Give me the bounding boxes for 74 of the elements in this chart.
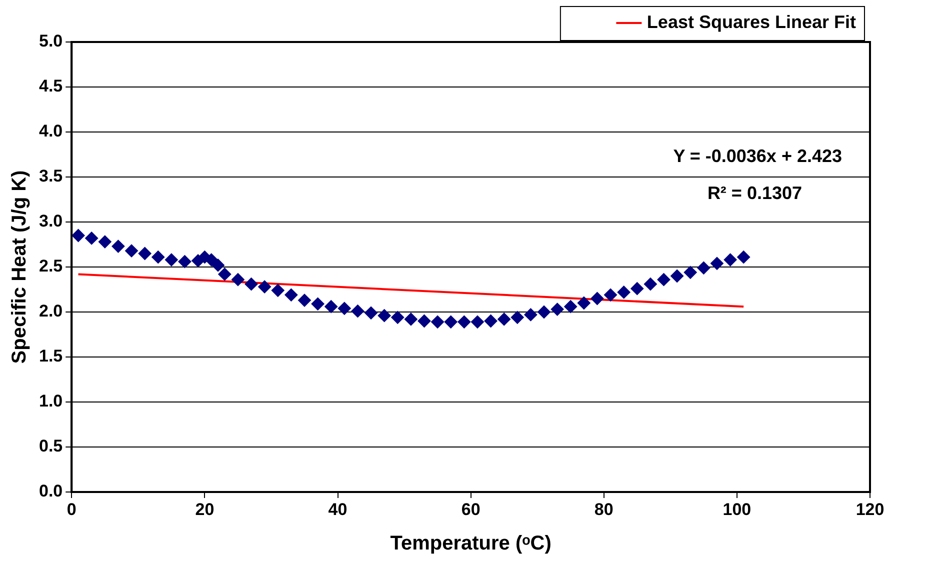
point: [231, 273, 244, 286]
point: [670, 270, 684, 282]
y-tick-label: 4.0: [38, 122, 63, 141]
x-tick-label: 100: [722, 500, 752, 520]
y-tick-label: 1.0: [38, 392, 63, 411]
point: [112, 240, 125, 253]
x-tick-label: 40: [328, 500, 348, 520]
point: [710, 256, 724, 270]
point: [98, 235, 112, 248]
point: [431, 315, 444, 328]
x-tick-label: 80: [594, 500, 614, 520]
point: [470, 315, 484, 328]
x-tick-label: 0: [66, 500, 76, 520]
point: [404, 312, 418, 326]
point: [724, 253, 737, 266]
point: [338, 302, 351, 315]
annotation: Y = -0.0036x + 2.423: [673, 146, 842, 166]
y-tick-label: 2.0: [38, 302, 63, 321]
point: [152, 250, 165, 264]
point: [697, 261, 710, 274]
y-tick-label: 3.5: [38, 166, 63, 186]
point: [538, 306, 550, 318]
point: [737, 250, 750, 264]
point: [271, 284, 284, 297]
point: [458, 315, 471, 328]
x-tick-label: 120: [856, 500, 884, 520]
point: [164, 253, 178, 266]
point: [324, 300, 338, 314]
point: [657, 273, 670, 286]
point: [218, 268, 232, 281]
point: [498, 312, 511, 326]
point: [590, 292, 604, 305]
point: [351, 304, 364, 318]
point: [72, 229, 85, 242]
point: [258, 280, 272, 294]
y-tick-label: 0.0: [38, 482, 63, 501]
point: [577, 296, 590, 310]
point: [284, 288, 298, 302]
y-axis-title: Specific Heat (J/g K): [8, 170, 31, 364]
point: [244, 278, 258, 291]
annotation: R² = 0.1307: [707, 182, 802, 203]
point: [85, 232, 98, 245]
legend-label: Least Squares Linear Fit: [646, 12, 856, 32]
point: [212, 258, 224, 272]
point: [418, 314, 431, 328]
point: [684, 266, 697, 279]
point: [484, 314, 498, 328]
point: [617, 286, 630, 299]
point: [630, 282, 644, 296]
point: [524, 308, 538, 322]
point: [564, 300, 578, 314]
point: [298, 294, 311, 307]
x-axis-title: Temperature (ᵒC): [390, 532, 552, 555]
point: [444, 315, 458, 328]
point: [378, 309, 391, 322]
y-tick-label: 2.5: [38, 256, 63, 276]
point: [604, 288, 618, 302]
point: [125, 244, 138, 258]
x-tick-label: 60: [461, 500, 480, 520]
y-tick-label: 0.5: [38, 436, 63, 456]
y-tick-label: 5.0: [38, 32, 63, 51]
point: [550, 302, 564, 316]
point: [644, 278, 657, 291]
point: [204, 253, 218, 266]
point: [510, 310, 524, 324]
y-tick-label: 1.5: [38, 346, 63, 366]
point: [391, 310, 404, 324]
point: [138, 247, 152, 260]
y-tick-label: 4.5: [38, 76, 63, 96]
point: [364, 306, 378, 320]
point: [178, 255, 192, 268]
y-tick-label: 3.0: [38, 212, 63, 231]
x-tick-label: 20: [195, 500, 214, 520]
point: [311, 297, 324, 310]
